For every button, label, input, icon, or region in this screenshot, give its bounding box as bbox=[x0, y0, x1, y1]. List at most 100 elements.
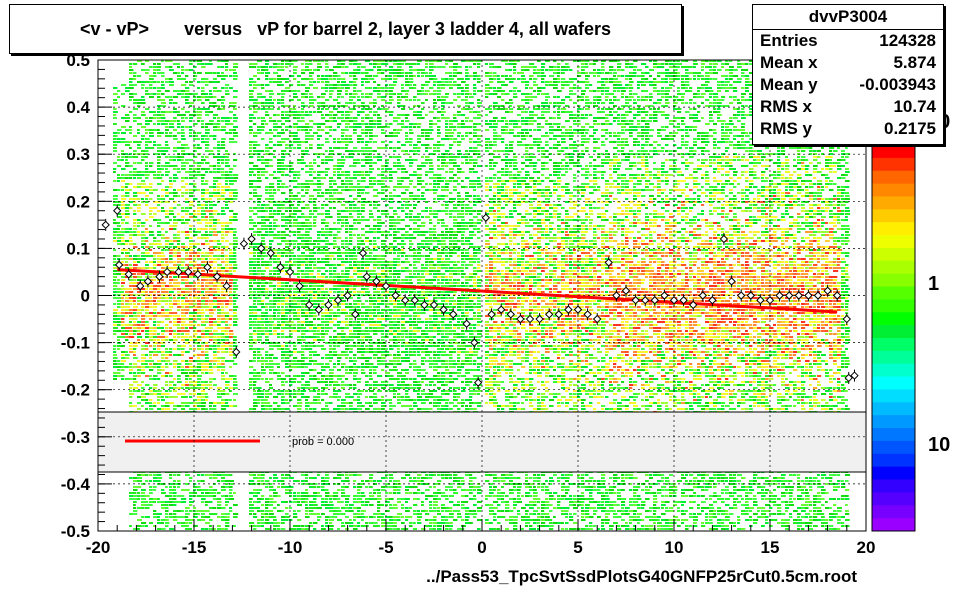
stats-value: 124328 bbox=[879, 31, 936, 50]
palette-band bbox=[872, 428, 915, 442]
profile-point bbox=[554, 310, 564, 319]
stats-box: dvvP3004 Entries 124328 Mean x 5.874 Mea… bbox=[752, 4, 944, 145]
palette-band bbox=[872, 492, 915, 506]
profile-point bbox=[850, 371, 859, 380]
profile-point bbox=[143, 277, 153, 286]
profile-point bbox=[496, 305, 506, 314]
palette-band bbox=[872, 299, 915, 313]
x-tick-label: 15 bbox=[761, 538, 780, 557]
profile-point bbox=[765, 296, 775, 305]
profile-point bbox=[679, 296, 688, 305]
profile-point bbox=[775, 291, 784, 300]
chart-title-text: <v - vP> versus vP for barrel 2, layer 3… bbox=[80, 18, 611, 39]
stats-value: 0.2175 bbox=[884, 119, 936, 138]
profile-point bbox=[813, 291, 823, 300]
palette-label: 1 bbox=[928, 273, 939, 295]
profile-point bbox=[698, 291, 708, 300]
palette-label: 10 bbox=[928, 434, 950, 456]
y-tick-label: -0.2 bbox=[61, 381, 90, 400]
profile-point bbox=[756, 296, 765, 305]
palette-band bbox=[872, 170, 915, 185]
x-tick-label: -5 bbox=[378, 538, 393, 557]
profile-point bbox=[410, 296, 420, 305]
palette-band bbox=[872, 479, 915, 493]
stats-histogram-name: dvvP3004 bbox=[753, 5, 943, 30]
palette-band bbox=[872, 247, 915, 262]
profile-point bbox=[631, 296, 640, 305]
profile-point bbox=[448, 310, 458, 319]
profile-point bbox=[162, 267, 172, 277]
palette-band bbox=[872, 453, 915, 468]
profile-point bbox=[420, 300, 429, 310]
profile-point bbox=[184, 267, 193, 277]
profile-point bbox=[525, 314, 535, 324]
palette-band bbox=[872, 209, 915, 223]
profile-point bbox=[295, 281, 304, 291]
profile-point bbox=[650, 296, 660, 305]
stats-value: -0.003943 bbox=[859, 75, 936, 94]
profile-point bbox=[473, 378, 483, 387]
profile-point bbox=[470, 338, 479, 347]
profile-point bbox=[746, 291, 756, 300]
profile-point bbox=[174, 267, 183, 277]
x-tick-label: 5 bbox=[573, 538, 582, 557]
palette-band bbox=[872, 350, 915, 365]
palette-band bbox=[872, 376, 915, 390]
legend-fit-label: prob = 0.000 bbox=[292, 436, 354, 448]
y-tick-label: -0.3 bbox=[61, 428, 90, 447]
profile-point bbox=[688, 300, 698, 310]
stats-label: Mean y bbox=[760, 75, 818, 94]
profile-point bbox=[573, 305, 583, 314]
profile-point bbox=[212, 272, 222, 281]
x-tick-label: 20 bbox=[857, 538, 876, 557]
y-tick-label: 0.2 bbox=[66, 192, 90, 211]
x-tick-label: 0 bbox=[477, 538, 486, 557]
palette-band bbox=[872, 440, 915, 455]
profile-point bbox=[333, 296, 343, 305]
profile-point bbox=[719, 234, 729, 244]
profile-point bbox=[640, 296, 650, 305]
profile-point bbox=[708, 296, 717, 305]
palette-band bbox=[872, 273, 915, 288]
palette-band bbox=[872, 312, 915, 326]
palette-band bbox=[872, 338, 915, 352]
profile-point bbox=[266, 248, 276, 258]
stats-value: 10.74 bbox=[893, 97, 936, 116]
palette-band bbox=[872, 363, 915, 378]
palette-frame bbox=[871, 144, 916, 532]
profile-point bbox=[239, 239, 249, 248]
profile-point bbox=[285, 267, 295, 277]
profile-point bbox=[136, 281, 145, 291]
profile-point bbox=[203, 263, 212, 272]
y-tick-label: 0.4 bbox=[66, 98, 90, 117]
profile-point bbox=[784, 291, 794, 300]
profile-point bbox=[516, 314, 525, 324]
profile-point bbox=[621, 286, 631, 295]
profile-point bbox=[564, 305, 573, 314]
profile-point bbox=[351, 310, 360, 319]
y-tick-label: 0 bbox=[81, 287, 90, 306]
stats-label: Entries bbox=[760, 31, 818, 50]
profile-point bbox=[832, 291, 842, 300]
stats-row: RMS y 0.2175 bbox=[753, 118, 943, 140]
palette-band bbox=[872, 415, 915, 429]
y-tick-label: 0.5 bbox=[66, 51, 90, 70]
palette-band bbox=[872, 260, 915, 275]
profile-point bbox=[429, 300, 439, 310]
profile-point bbox=[247, 234, 256, 244]
chart-title: <v - vP> versus vP for barrel 2, layer 3… bbox=[9, 4, 682, 54]
profile-point bbox=[612, 291, 621, 300]
stats-value: 5.874 bbox=[893, 53, 936, 72]
palette-band bbox=[872, 196, 915, 210]
profile-point bbox=[232, 347, 241, 357]
profile-point bbox=[487, 310, 496, 319]
profile-point bbox=[481, 213, 491, 222]
fit-line bbox=[117, 268, 838, 314]
profile-point bbox=[804, 291, 813, 300]
profile-point bbox=[391, 291, 400, 300]
profile-point bbox=[343, 291, 352, 300]
x-tick-label: -15 bbox=[182, 538, 207, 557]
profile-point bbox=[583, 310, 592, 319]
stats-row: Entries 124328 bbox=[753, 30, 943, 52]
